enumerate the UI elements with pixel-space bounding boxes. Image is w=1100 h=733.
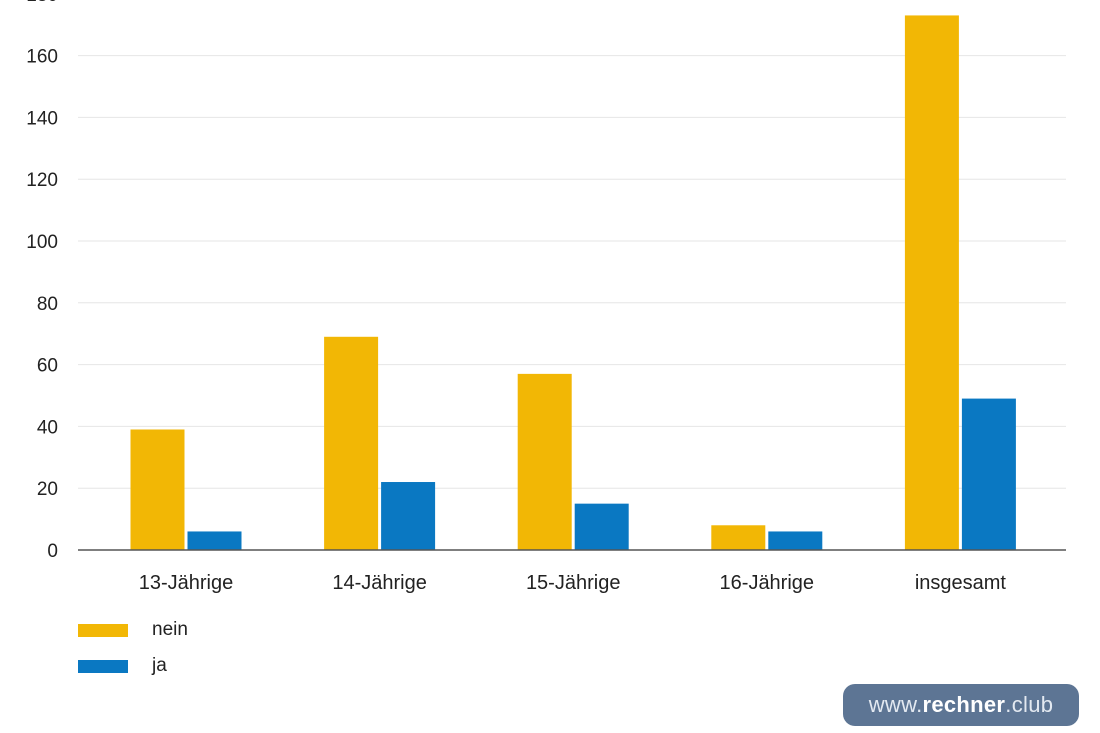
legend: nein ja: [78, 617, 188, 689]
bar-nein-1: [324, 336, 379, 550]
watermark-prefix: www.: [868, 692, 923, 717]
legend-swatch-ja: [78, 659, 128, 673]
legend-item-ja: ja: [78, 653, 188, 679]
watermark-brand: rechner: [922, 692, 1006, 717]
bar-ja-3: [768, 531, 823, 550]
legend-item-nein: nein: [78, 617, 188, 643]
y-tick-label: 160: [26, 47, 58, 68]
y-tick-label: 40: [37, 417, 58, 438]
x-category-label: 14-Jährige: [332, 572, 427, 594]
bar-ja-0: [187, 531, 242, 550]
bar-ja-4: [961, 398, 1016, 550]
y-tick-label: 100: [26, 232, 58, 253]
x-category-label: 15-Jährige: [526, 572, 621, 594]
legend-swatch-nein: [78, 623, 128, 637]
x-category-label: 13-Jährige: [139, 572, 234, 594]
bars: [130, 15, 1016, 551]
y-tick-label: 180: [26, 0, 58, 6]
bar-ja-2: [574, 503, 629, 550]
bar-nein-4: [904, 15, 959, 551]
watermark-badge: www. rechner .club: [843, 684, 1079, 726]
legend-label-nein: nein: [152, 619, 188, 640]
watermark-suffix: .club: [1005, 692, 1054, 717]
bar-nein-0: [130, 429, 185, 550]
bar-chart: 0 20 40 60 80 100 120 140 160 180 13-Jährige 14-Jä…: [26, 0, 1066, 594]
bar-nein-3: [711, 525, 766, 550]
bar-nein-2: [517, 373, 572, 550]
bar-ja-1: [381, 482, 436, 550]
gridlines: [78, 55, 1066, 489]
x-category-label: insgesamt: [915, 572, 1007, 594]
y-tick-label: 60: [37, 356, 58, 377]
y-tick-label: 0: [47, 541, 58, 562]
x-axis-labels: 13-Jährige 14-Jährige 15-Jährige 16-Jährige…: [139, 572, 1007, 594]
y-tick-label: 80: [37, 294, 58, 315]
legend-label-ja: ja: [152, 655, 167, 676]
y-axis-ticks: 0 20 40 60 80 100 120 140 160 180: [26, 0, 58, 562]
y-tick-label: 140: [26, 108, 58, 129]
y-tick-label: 120: [26, 170, 58, 191]
y-tick-label: 20: [37, 479, 58, 500]
x-category-label: 16-Jährige: [720, 572, 815, 594]
